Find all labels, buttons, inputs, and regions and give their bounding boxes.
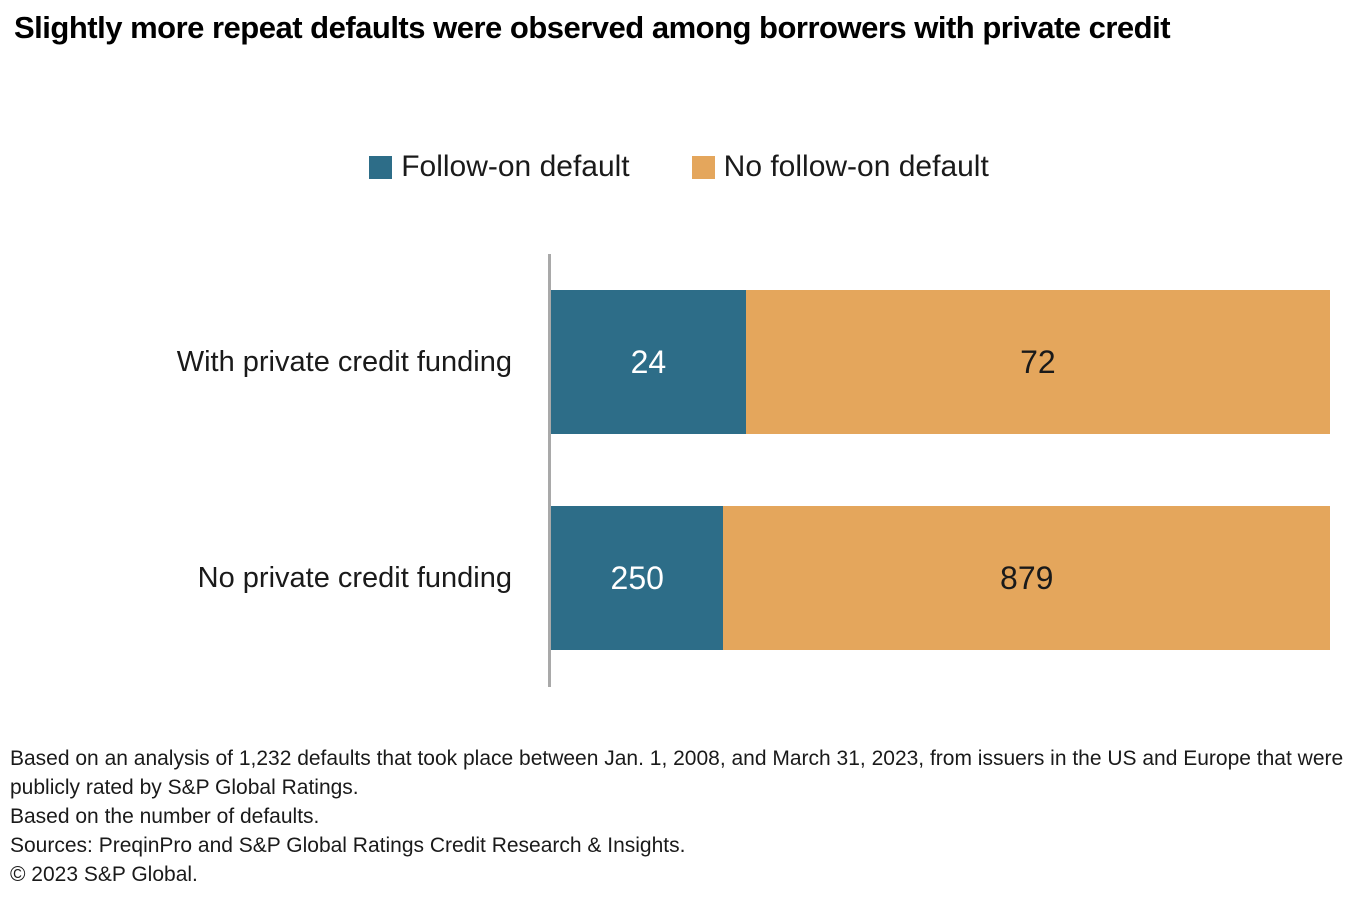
axis-line <box>548 254 551 687</box>
segment-no-follow-on: 72 <box>745 290 1330 434</box>
value-label-no-follow-on: 72 <box>1020 343 1056 380</box>
legend-swatch-follow-on <box>369 155 393 179</box>
category-label-with-private-credit: With private credit funding <box>176 345 512 378</box>
category-label-no-private-credit: No private credit funding <box>197 561 512 594</box>
legend-label-no-follow-on: No follow-on default <box>723 150 989 183</box>
legend-swatch-no-follow-on <box>691 155 715 179</box>
bar-row-with-private-credit: With private credit funding 24 72 <box>0 290 1330 434</box>
bar-row-no-private-credit: No private credit funding 250 879 <box>0 506 1330 650</box>
legend-label-follow-on: Follow-on default <box>401 150 630 183</box>
segment-no-follow-on: 879 <box>723 506 1330 650</box>
bar-chart: With private credit funding 24 72 No pri… <box>0 254 1358 687</box>
value-label-no-follow-on: 879 <box>1000 559 1054 596</box>
bar-track: 24 72 <box>551 290 1330 434</box>
value-label-follow-on: 24 <box>630 343 667 380</box>
footnote-line: Based on the number of defaults. <box>10 805 320 828</box>
legend: Follow-on default No follow-on default <box>0 150 1358 184</box>
segment-follow-on: 250 <box>551 506 724 650</box>
legend-item-follow-on: Follow-on default <box>369 150 630 184</box>
bar-track: 250 879 <box>551 506 1330 650</box>
legend-item-no-follow-on: No follow-on default <box>691 150 989 184</box>
footnote-line: Based on an analysis of 1,232 defaults t… <box>10 747 1344 799</box>
page-title: Slightly more repeat defaults were obser… <box>14 10 1171 45</box>
footnote-line: © 2023 S&P Global. <box>10 863 198 886</box>
footnote-line: Sources: PreqinPro and S&P Global Rating… <box>10 834 686 857</box>
segment-follow-on: 24 <box>551 290 746 434</box>
footnotes: Based on an analysis of 1,232 defaults t… <box>10 744 1350 889</box>
value-label-follow-on: 250 <box>610 559 664 596</box>
